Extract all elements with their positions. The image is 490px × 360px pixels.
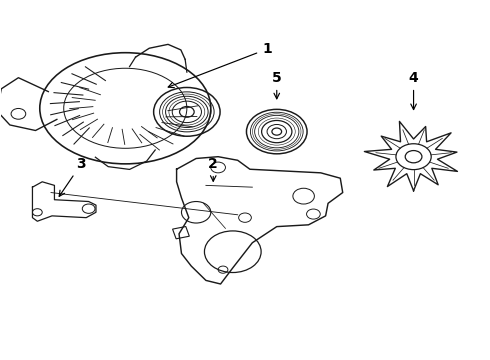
Text: 5: 5 — [272, 71, 282, 99]
Text: 1: 1 — [168, 42, 272, 88]
Bar — [172, 226, 189, 239]
Text: 2: 2 — [208, 157, 218, 181]
Text: 4: 4 — [409, 71, 418, 109]
Text: 3: 3 — [59, 157, 86, 196]
